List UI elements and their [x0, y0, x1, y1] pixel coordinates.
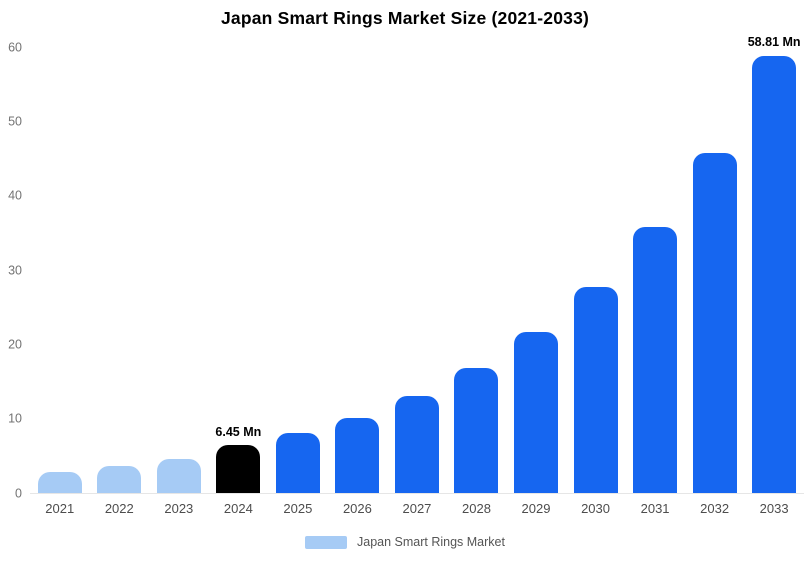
bar-wrapper: [625, 47, 685, 493]
bar-wrapper: [506, 47, 566, 493]
bar-column-2021: [30, 47, 90, 493]
bar-wrapper: [685, 47, 745, 493]
bar-wrapper: [268, 47, 328, 493]
bar-2029: [514, 332, 559, 493]
bar-2021: [37, 472, 82, 493]
x-tick-label-2033: 2033: [759, 501, 789, 516]
legend-swatch: [305, 535, 347, 549]
bar-wrapper: [90, 47, 150, 493]
x-axis-line: [30, 493, 804, 494]
x-tick-label-2021: 2021: [45, 501, 75, 516]
x-tick-label-2023: 2023: [164, 501, 194, 516]
bar-column-2030: [566, 47, 626, 493]
plot-area: 6.45 Mn 58.81 Mn: [30, 36, 804, 493]
bar-column-2032: [685, 47, 745, 493]
bar-column-2024: 6.45 Mn: [209, 47, 269, 493]
chart-title: Japan Smart Rings Market Size (2021-2033…: [220, 8, 590, 28]
x-tick-label-2022: 2022: [104, 501, 134, 516]
bar-2027: [394, 396, 439, 493]
bar-2022: [97, 465, 142, 493]
bar-2023: [156, 458, 201, 493]
bar-2032: [692, 153, 737, 493]
bar-wrapper: [387, 47, 447, 493]
bar-2033: [752, 55, 797, 493]
y-axis: 0 10 20 30 40 50 60: [0, 41, 24, 499]
x-axis: 2021 2022 2023 2024 2025 2026 2027 2028 2029 2030…: [30, 501, 804, 516]
x-tick-label-2026: 2026: [342, 501, 372, 516]
bar-column-2033: 58.81 Mn: [744, 36, 804, 493]
bar-wrapper: [149, 47, 209, 493]
chart-area: 0 10 20 30 40 50 60 6.45 Mn 58.81 Mn: [0, 36, 810, 499]
bar-wrapper: [566, 47, 626, 493]
x-tick-label-2028: 2028: [462, 501, 491, 516]
legend: Japan Smart Rings Market: [0, 535, 810, 549]
bar-2028: [454, 368, 499, 493]
y-tick-label: 30: [8, 262, 22, 277]
bar-wrapper: 6.45 Mn: [209, 47, 269, 493]
bar-column-2026: [328, 47, 388, 493]
y-tick-label: 50: [8, 114, 22, 129]
x-tick-label-2025: 2025: [283, 501, 313, 516]
bar-wrapper: 58.81 Mn: [744, 36, 804, 493]
bar-column-2031: [625, 47, 685, 493]
bar-2030: [573, 287, 618, 493]
bar-value-label-2024: 6.45 Mn: [215, 424, 262, 439]
x-tick-label-2024: 2024: [223, 501, 253, 516]
bar-wrapper: [30, 47, 90, 493]
y-tick-label: 20: [8, 337, 22, 352]
bar-column-2025: [268, 47, 328, 493]
bar-column-2022: [90, 47, 150, 493]
x-tick-label-2030: 2030: [581, 501, 610, 516]
bar-2031: [633, 226, 678, 493]
bar-wrapper: [328, 47, 388, 493]
bar-column-2029: [506, 47, 566, 493]
bar-wrapper: [447, 47, 507, 493]
x-tick-label-2027: 2027: [402, 501, 432, 516]
bar-column-2023: [149, 47, 209, 493]
bar-value-label-2033: 58.81 Mn: [747, 35, 801, 50]
x-tick-label-2031: 2031: [640, 501, 670, 516]
bar-2026: [335, 417, 380, 493]
y-tick-label: 10: [8, 411, 22, 426]
bar-column-2027: [387, 47, 447, 493]
bar-2024: [216, 445, 261, 493]
bar-2025: [275, 432, 320, 493]
x-tick-label-2032: 2032: [700, 501, 730, 516]
y-tick-label: 0: [15, 485, 22, 500]
y-tick-label: 60: [8, 39, 22, 54]
y-tick-label: 40: [8, 188, 22, 203]
legend-label: Japan Smart Rings Market: [357, 535, 505, 549]
bar-column-2028: [447, 47, 507, 493]
x-tick-label-2029: 2029: [521, 501, 551, 516]
